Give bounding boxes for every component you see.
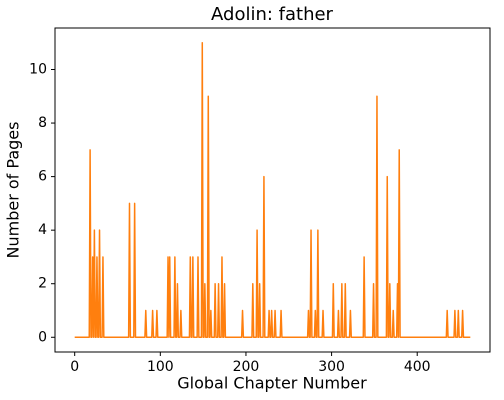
y-tick-label: 2 <box>38 276 47 292</box>
line <box>74 41 471 339</box>
y-tick-label: 6 <box>38 169 47 185</box>
x-axis-label: Global Chapter Number <box>177 374 367 393</box>
y-tick-label: 8 <box>38 115 47 131</box>
x-tick-label: 0 <box>70 359 79 375</box>
x-tick-label: 300 <box>318 359 345 375</box>
y-axis-label: Number of Pages <box>4 122 23 259</box>
x-tick-label: 100 <box>147 359 174 375</box>
y-tick-label: 10 <box>29 62 47 78</box>
plot-frame <box>54 27 491 353</box>
chart-title: Adolin: father <box>211 4 334 25</box>
y-tick-label: 0 <box>38 329 47 345</box>
x-tick-label: 400 <box>404 359 431 375</box>
x-tick-label: 200 <box>233 359 260 375</box>
y-tick-label: 4 <box>38 222 47 238</box>
